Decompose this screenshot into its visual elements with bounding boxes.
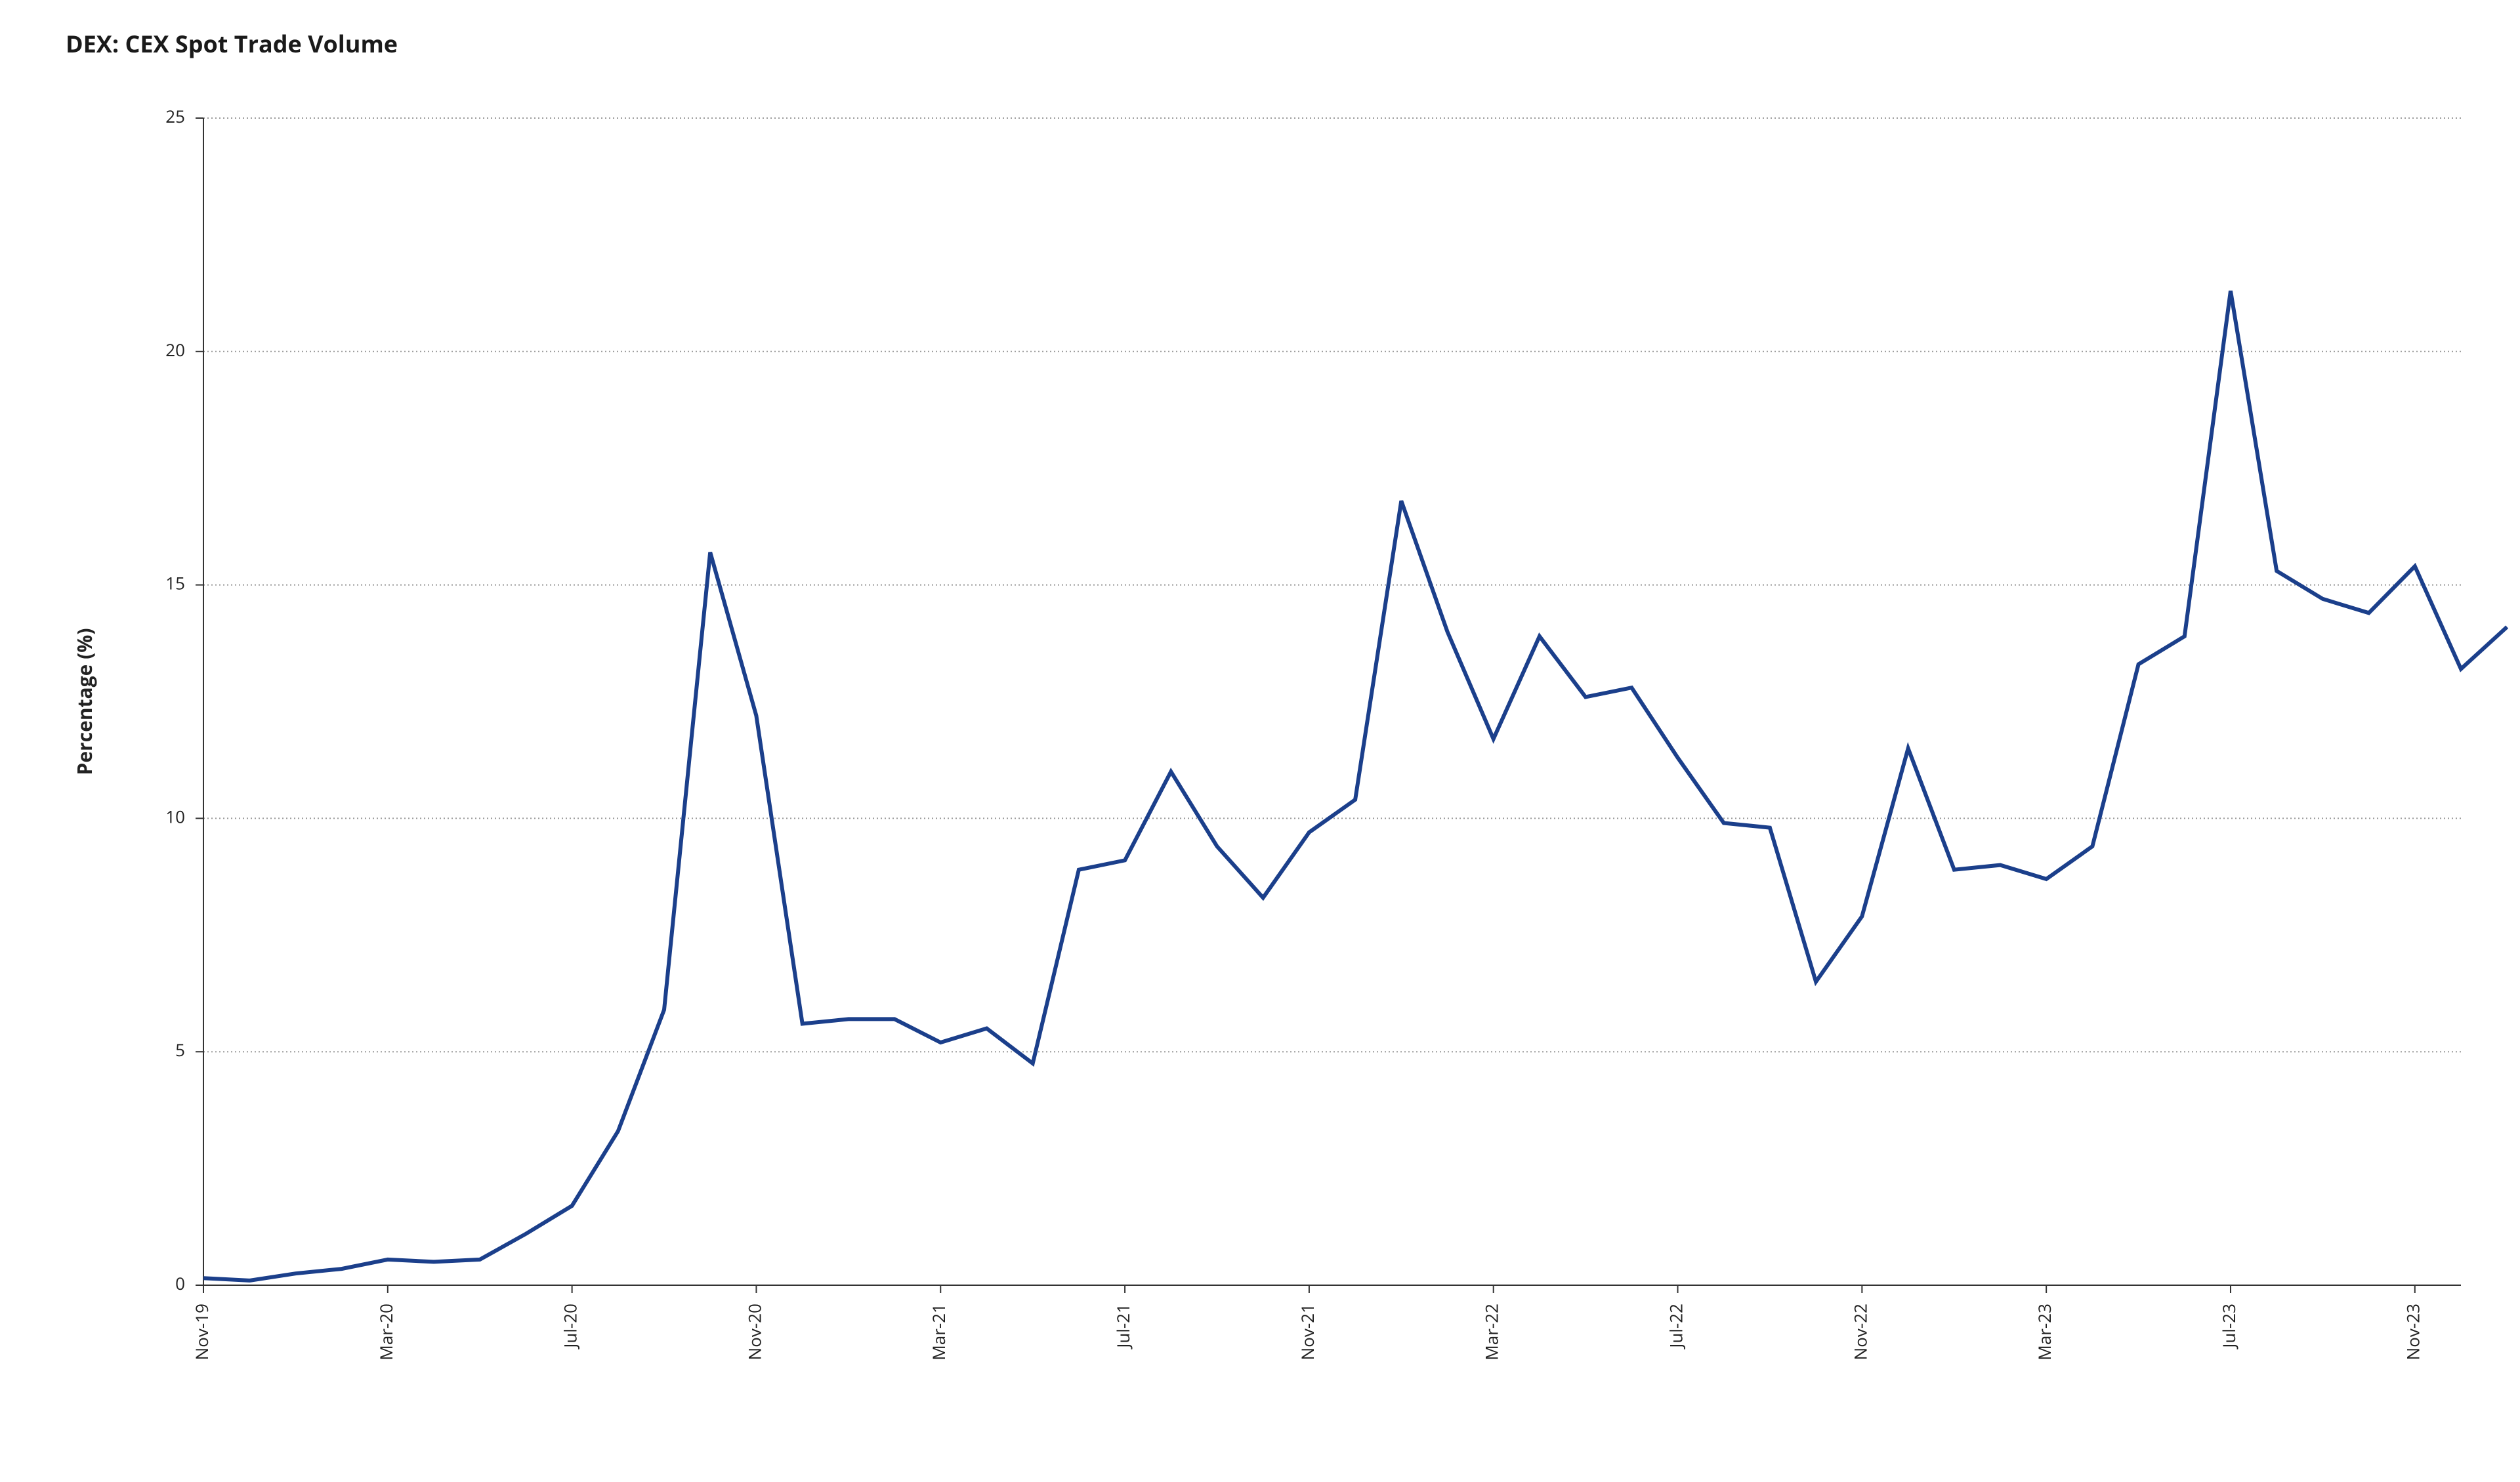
y-tick-label: 25: [165, 104, 185, 128]
y-tick-label: 0: [175, 1271, 185, 1295]
y-tick-label: 5: [175, 1038, 185, 1061]
x-tick-label: Nov-21: [1295, 1304, 1319, 1360]
chart-container: 0 5 10 15 20 25 Nov-19 Mar-20 Jul-20 Nov-20 Mar-21…: [0, 0, 2520, 1482]
x-tick-label: Mar-20: [374, 1304, 398, 1361]
y-tick-label: 10: [165, 804, 185, 828]
x-tick-label: Nov-22: [1848, 1304, 1872, 1360]
x-tick-label: Jul-20: [558, 1304, 582, 1350]
x-tick-label: Nov-19: [190, 1304, 213, 1360]
x-tick-label: Nov-23: [2401, 1304, 2425, 1360]
x-tick-label: Jul-23: [2217, 1304, 2240, 1350]
line-chart: 0 5 10 15 20 25 Nov-19 Mar-20 Jul-20 Nov-20 Mar-21…: [0, 0, 2520, 1482]
chart-title: DEX: CEX Spot Trade Volume: [66, 28, 398, 60]
x-tick-label: Nov-20: [742, 1304, 766, 1360]
y-tick-label: 15: [165, 571, 185, 595]
x-tick-label: Mar-21: [927, 1304, 950, 1361]
x-tick-label: Mar-23: [2032, 1304, 2056, 1361]
y-tick-label: 20: [165, 338, 185, 361]
x-tick-label: Mar-22: [1480, 1304, 1503, 1361]
x-tick-label: Jul-22: [1664, 1304, 1687, 1350]
y-axis-label: Percentage (%): [71, 628, 98, 775]
x-tick-label: Jul-21: [1111, 1304, 1135, 1350]
